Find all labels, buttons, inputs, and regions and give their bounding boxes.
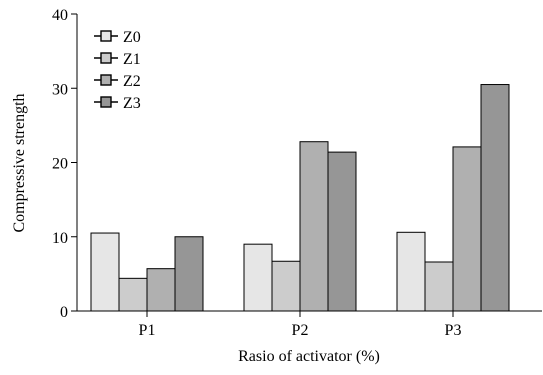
legend-label-Z2: Z2 (123, 73, 141, 90)
bar-Z2-P3 (452, 146, 482, 312)
legend-swatch-Z1 (100, 52, 112, 64)
bar-Z1-P3 (424, 261, 454, 312)
bar-Z1-P2 (271, 260, 301, 312)
bar-Z2-P1 (146, 268, 176, 312)
bar-Z3-P1 (174, 236, 204, 312)
legend-label-Z1: Z1 (123, 51, 141, 68)
y-axis-title: Compressive strength (11, 93, 28, 232)
x-tick-label-P2: P2 (292, 322, 309, 339)
legend-swatch-Z2 (100, 74, 112, 86)
bar-Z0-P1 (90, 232, 120, 312)
x-tick-label-P3: P3 (445, 322, 462, 339)
bars-layer (90, 84, 510, 312)
legend-swatch-Z0 (100, 30, 112, 42)
y-tick-label-0: 0 (60, 304, 68, 321)
x-axis-title: Rasio of activator (%) (238, 348, 380, 365)
y-tick-label-30: 30 (52, 81, 68, 98)
bar-Z3-P3 (480, 84, 510, 312)
bar-Z0-P3 (396, 231, 426, 312)
bar-Z0-P2 (243, 243, 273, 312)
legend-swatch-Z3 (100, 96, 112, 108)
bar-Z1-P1 (118, 277, 148, 312)
legend-label-Z0: Z0 (123, 29, 141, 46)
legend: Z0 Z1 Z2 Z3 (94, 29, 141, 112)
legend-label-Z3: Z3 (123, 95, 141, 112)
y-tick-label-20: 20 (52, 156, 68, 173)
bar-Z2-P2 (299, 141, 329, 312)
axes-layer: 0 10 20 30 40 P1 P2 P3 (52, 7, 542, 339)
bar-Z3-P2 (327, 151, 357, 312)
y-tick-label-10: 10 (52, 230, 68, 247)
x-tick-label-P1: P1 (139, 322, 156, 339)
y-tick-label-40: 40 (52, 7, 68, 24)
